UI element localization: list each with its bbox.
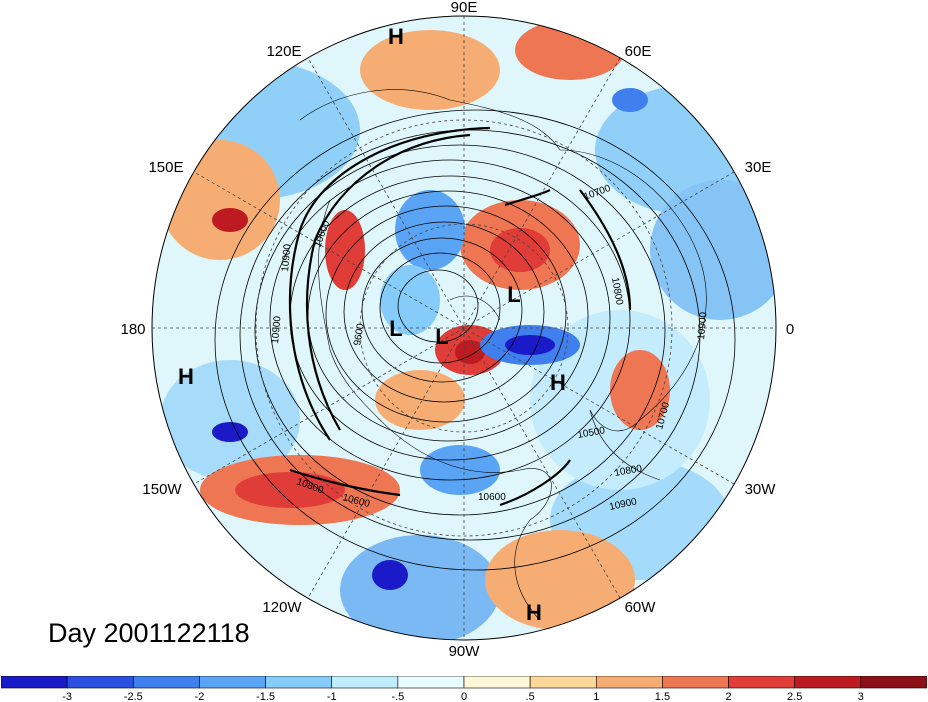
contour-label: 10900 bbox=[280, 243, 293, 272]
colorbar: -3 -2.5 -2 -1.5 -1 -.5 0 .5 1 1.5 2 2.5 3 bbox=[1, 676, 927, 702]
high-pressure-label: H bbox=[526, 600, 542, 625]
pressure-centers: H H H H L L L bbox=[178, 24, 566, 625]
high-pressure-label: H bbox=[550, 370, 566, 395]
lon-label: 90E bbox=[451, 0, 478, 16]
colorbar-box bbox=[132, 676, 200, 689]
colorbar-box bbox=[397, 676, 465, 689]
colorbar-tick-label: -.5 bbox=[391, 691, 404, 702]
colorbar-tick-label: -3 bbox=[62, 691, 72, 702]
colorbar-box bbox=[728, 676, 796, 689]
plot-title: Day 2001122118 bbox=[48, 618, 250, 648]
contour-label: 10600 bbox=[478, 492, 506, 503]
colorbar-tick-label: 1.5 bbox=[655, 691, 670, 702]
longitude-labels: 90E 60E 30E 0 30W 60W 90W 120W 150W 180 … bbox=[120, 0, 794, 660]
contour-value-labels: 10600 10900 10900 9600 10700 10800 10900… bbox=[270, 183, 709, 513]
colorbar-tick-label: 2 bbox=[726, 691, 732, 702]
lon-label: 90W bbox=[449, 643, 481, 660]
low-pressure-label: L bbox=[435, 324, 448, 349]
high-pressure-label: H bbox=[178, 364, 194, 389]
colorbar-box bbox=[331, 676, 399, 689]
colorbar-box bbox=[794, 676, 862, 689]
lon-label: 120E bbox=[266, 43, 301, 60]
colorbar-box bbox=[529, 676, 597, 689]
colorbar-box bbox=[595, 676, 663, 689]
lon-label: 60W bbox=[625, 599, 657, 616]
colorbar-tick-label: -1.5 bbox=[256, 691, 275, 702]
coastlines bbox=[299, 89, 707, 621]
colorbar-tick-label: 2.5 bbox=[787, 691, 802, 702]
high-pressure-label: H bbox=[388, 24, 404, 49]
map-boundary bbox=[151, 15, 777, 641]
lon-label: 30E bbox=[745, 159, 772, 176]
colorbar-box bbox=[463, 676, 531, 689]
lon-label: 60E bbox=[625, 43, 652, 60]
anomaly-field bbox=[152, 16, 776, 640]
colorbar-tick-label: 0 bbox=[461, 691, 467, 702]
colorbar-box bbox=[1, 676, 68, 689]
lon-label: 150W bbox=[142, 481, 182, 498]
colorbar-box bbox=[66, 676, 134, 689]
low-pressure-label: L bbox=[389, 316, 402, 341]
contour-label: 10900 bbox=[696, 311, 709, 340]
colorbar-tick-label: .5 bbox=[526, 691, 535, 702]
colorbar-tick-label: 1 bbox=[593, 691, 599, 702]
contour-label: 10800 bbox=[614, 463, 644, 479]
colorbar-box bbox=[265, 676, 333, 689]
lon-label: 150E bbox=[148, 159, 183, 176]
colorbar-tick-label: -2 bbox=[195, 691, 205, 702]
lon-label: 180 bbox=[120, 321, 145, 338]
contour-label: 10500 bbox=[577, 425, 607, 441]
lon-label: 0 bbox=[786, 321, 794, 338]
contour-label: 9600 bbox=[352, 322, 367, 346]
contour-label: 10900 bbox=[270, 315, 283, 344]
colorbar-box bbox=[199, 676, 266, 689]
graticule bbox=[152, 16, 776, 640]
colorbar-tick-label: -1 bbox=[327, 691, 337, 702]
colorbar-tick-label: 3 bbox=[858, 691, 864, 702]
colorbar-labels: -3 -2.5 -2 -1.5 -1 -.5 0 .5 1 1.5 2 2.5 3 bbox=[62, 691, 864, 702]
contour-label: 10800 bbox=[609, 277, 625, 307]
colorbar-boxes bbox=[1, 676, 927, 689]
colorbar-tick-label: -2.5 bbox=[124, 691, 143, 702]
jet-contours bbox=[288, 126, 632, 507]
lon-label: 30W bbox=[745, 481, 777, 498]
low-pressure-label: L bbox=[507, 282, 520, 307]
colorbar-box bbox=[860, 676, 927, 689]
colorbar-box bbox=[662, 676, 729, 689]
lon-label: 120W bbox=[262, 599, 302, 616]
